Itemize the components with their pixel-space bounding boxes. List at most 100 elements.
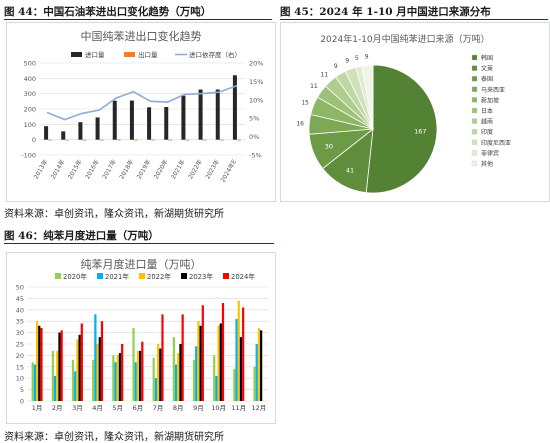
bar-2024年 xyxy=(201,305,204,401)
bar-export xyxy=(202,139,207,141)
x-tick-label: 8月 xyxy=(173,404,184,412)
bar-2024年 xyxy=(100,321,104,401)
bar-2023年 xyxy=(260,330,263,401)
bar-2023年 xyxy=(98,337,101,401)
x-tick-label: 10月 xyxy=(211,404,226,412)
line-point xyxy=(81,112,83,115)
bar-2022年 xyxy=(237,300,240,401)
legend-label: 出口量 xyxy=(138,50,158,59)
legend-swatch xyxy=(471,129,478,135)
bar-import xyxy=(95,117,100,140)
line-point xyxy=(235,85,238,87)
legend-swatch xyxy=(471,65,478,71)
legend-label: 进口量 xyxy=(85,51,105,59)
fig45-panel: 2024年1-10月中国纯苯进口来源（万吨） 167 41 30 16 15 11 11 9 9 5… xyxy=(280,22,550,202)
bar-2021年 xyxy=(255,344,258,401)
bar-2021年 xyxy=(94,314,97,401)
y-tick-label: 10 xyxy=(16,375,24,383)
fig44-rule xyxy=(4,19,272,20)
bar-2023年 xyxy=(38,325,41,401)
bar-2020年 xyxy=(31,362,34,401)
pie-data-label: 11 xyxy=(310,83,318,90)
y-tick-label: 200 xyxy=(24,106,36,114)
fig44-panel: 中国纯苯进出口变化趋势 进口量 出口量 进口依存度（右） -100 0 100 200 300 4… xyxy=(6,22,276,202)
bar-2020年 xyxy=(71,359,75,401)
bar-2022年 xyxy=(257,328,261,401)
bar-2020年 xyxy=(172,337,175,401)
line-dependency xyxy=(47,85,237,121)
chart-title: 2024年1-10月中国纯苯进口来源（万吨） xyxy=(320,33,489,45)
fig46-chart: 纯苯月度进口量（万吨）2020年 2021年 2022年 2023年 2024年 0 5 10… xyxy=(16,257,269,412)
x-tick-label: 2020年 xyxy=(152,158,170,180)
legend-swatch xyxy=(471,54,478,61)
x-tick-label: 11月 xyxy=(231,404,246,412)
y-tick-label: 0 xyxy=(32,136,36,144)
bar-export xyxy=(219,139,224,141)
bar-2022年 xyxy=(197,321,200,401)
legend-label: 印度 xyxy=(481,128,493,136)
pie-slice xyxy=(365,64,438,194)
x-tick-label: 2021年 xyxy=(169,158,187,180)
legend-label: 马来西亚 xyxy=(481,86,505,94)
x-tick-label: 3月 xyxy=(72,404,83,412)
line-point xyxy=(184,93,186,96)
chart-title: 纯苯月度进口量（万吨） xyxy=(81,257,202,271)
legend-label: 2022年 xyxy=(147,272,171,281)
y-tick-label: 15 xyxy=(16,363,24,371)
legend-swatch xyxy=(223,273,229,279)
legend-swatch xyxy=(471,118,478,124)
y-tick-label: 400 xyxy=(24,75,36,83)
x-tick-label: 9月 xyxy=(193,404,204,412)
x-tick-label: 2016年 xyxy=(83,158,101,180)
bar-2024年 xyxy=(242,307,245,401)
pie-data-label: 9 xyxy=(365,53,369,60)
x-tick-label: 12月 xyxy=(252,404,267,412)
legend-label: 2024年 xyxy=(231,272,255,281)
bar-2022年 xyxy=(136,350,140,401)
bar-export xyxy=(99,139,104,141)
legend-swatch xyxy=(124,52,135,57)
x-tick-label: 2022年 xyxy=(186,158,204,180)
line-point xyxy=(166,101,169,103)
bar-2020年 xyxy=(192,359,196,401)
fig45-rule xyxy=(280,19,548,20)
bar-2024年 xyxy=(181,314,184,401)
bar-export xyxy=(236,139,241,141)
bar-2020年 xyxy=(233,369,236,401)
bar-2022年 xyxy=(76,339,79,401)
line-point xyxy=(218,91,221,93)
pie-data-label: 9 xyxy=(334,63,338,70)
x-tick-label: 2013年 xyxy=(32,158,50,180)
fig46-title: 图 46：纯苯月度进口量（万吨） xyxy=(4,230,159,242)
bar-import xyxy=(232,75,237,140)
bar-2023年 xyxy=(118,353,122,401)
bar-2020年 xyxy=(112,355,115,401)
y-tick-label: 30 xyxy=(16,329,24,337)
legend-label: 日本 xyxy=(481,107,493,115)
pie-data-label: 30 xyxy=(325,142,333,150)
bar-export xyxy=(48,139,53,141)
pie-slice xyxy=(361,64,374,130)
legend-swatch xyxy=(471,76,478,82)
bar-2022年 xyxy=(156,344,160,401)
x-tick-label: 6月 xyxy=(133,404,144,412)
fig45-title: 图 45：2024 年 1-10 月中国进口来源分布 xyxy=(280,6,491,18)
x-tick-label: 5月 xyxy=(112,404,123,412)
bar-import xyxy=(44,126,49,140)
bar-2023年 xyxy=(78,334,81,401)
bar-2024年 xyxy=(141,341,144,401)
x-tick-label: 2017年 xyxy=(100,158,118,180)
pie-data-label: 15 xyxy=(301,99,309,106)
bar-2021年 xyxy=(53,375,57,401)
y-tick-label: 5 xyxy=(20,386,24,394)
pie-data-label: 16 xyxy=(296,121,304,128)
bar-2022年 xyxy=(116,355,119,401)
line-point xyxy=(201,92,203,95)
legend-label: 韩国 xyxy=(481,54,493,62)
y-tick-label: 300 xyxy=(24,90,36,98)
bar-2020年 xyxy=(152,357,155,401)
pie-data-label: 5 xyxy=(355,55,359,62)
bar-2022年 xyxy=(217,325,220,401)
